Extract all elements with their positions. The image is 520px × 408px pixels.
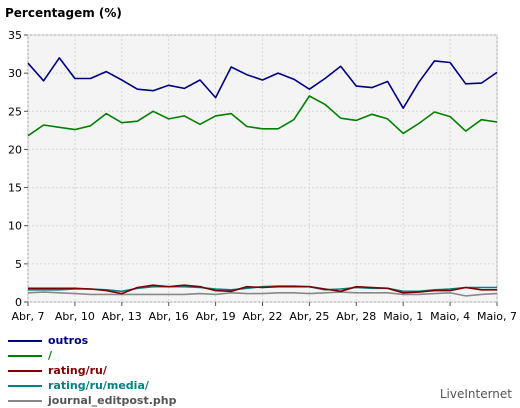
x-tick-label: Abr, 16 xyxy=(149,310,189,323)
series-line-outros xyxy=(27,57,498,109)
x-tick-label: Abr, 19 xyxy=(196,310,236,323)
x-tick-label: Abr, 7 xyxy=(11,310,44,323)
legend-label: rating/ru/media/ xyxy=(48,379,149,392)
y-tick-label: 30 xyxy=(8,67,22,80)
x-tick-label: Maio, 4 xyxy=(430,310,470,323)
y-tick-label: 15 xyxy=(8,182,22,195)
y-axis: 0 5 10 15 20 25 30 35 xyxy=(8,29,28,309)
series-line-journal-editpost-php xyxy=(27,291,498,297)
x-axis: Abr, 7 Abr, 10 Abr, 13 Abr, 16 Abr, 19 Abr, 2… xyxy=(11,302,517,323)
y-tick-label: 35 xyxy=(8,29,22,42)
x-tick-label: Abr, 28 xyxy=(336,310,376,323)
y-tick-label: 20 xyxy=(8,143,22,156)
y-tick-label: 25 xyxy=(8,105,22,118)
legend-label: rating/ru/ xyxy=(48,364,107,377)
series-line-root xyxy=(27,95,498,137)
legend-label: journal_editpost.php xyxy=(48,394,177,407)
series-line-rating-ru xyxy=(28,284,497,295)
legend: outros / rating/ru/rating/ru/media/journal… xyxy=(8,333,176,408)
legend-item: rating/ru/ xyxy=(8,363,176,378)
legend-swatch xyxy=(8,384,42,387)
chart-title: Percentagem (%) xyxy=(5,6,122,20)
legend-swatch xyxy=(8,339,42,342)
legend-swatch xyxy=(8,354,42,357)
y-tick-label: 10 xyxy=(8,220,22,233)
legend-item: outros xyxy=(8,333,176,348)
legend-label: outros xyxy=(48,334,89,347)
x-tick-label: Abr, 13 xyxy=(102,310,142,323)
x-tick-label: Abr, 22 xyxy=(242,310,282,323)
x-tick-label: Maio, 1 xyxy=(383,310,423,323)
legend-item: rating/ru/media/ xyxy=(8,378,176,393)
legend-item: journal_editpost.php xyxy=(8,393,176,408)
legend-label: / xyxy=(48,349,53,362)
x-tick-label: Abr, 10 xyxy=(55,310,95,323)
y-tick-label: 5 xyxy=(15,258,22,271)
y-tick-label: 0 xyxy=(15,296,22,309)
legend-item: / xyxy=(8,348,176,363)
series-lines xyxy=(27,57,498,297)
grid xyxy=(27,34,498,303)
source-label: LiveInternet xyxy=(439,387,512,401)
x-tick-label: Maio, 7 xyxy=(477,310,517,323)
legend-swatch xyxy=(8,399,42,402)
x-tick-label: Abr, 25 xyxy=(289,310,329,323)
legend-swatch xyxy=(8,369,42,372)
